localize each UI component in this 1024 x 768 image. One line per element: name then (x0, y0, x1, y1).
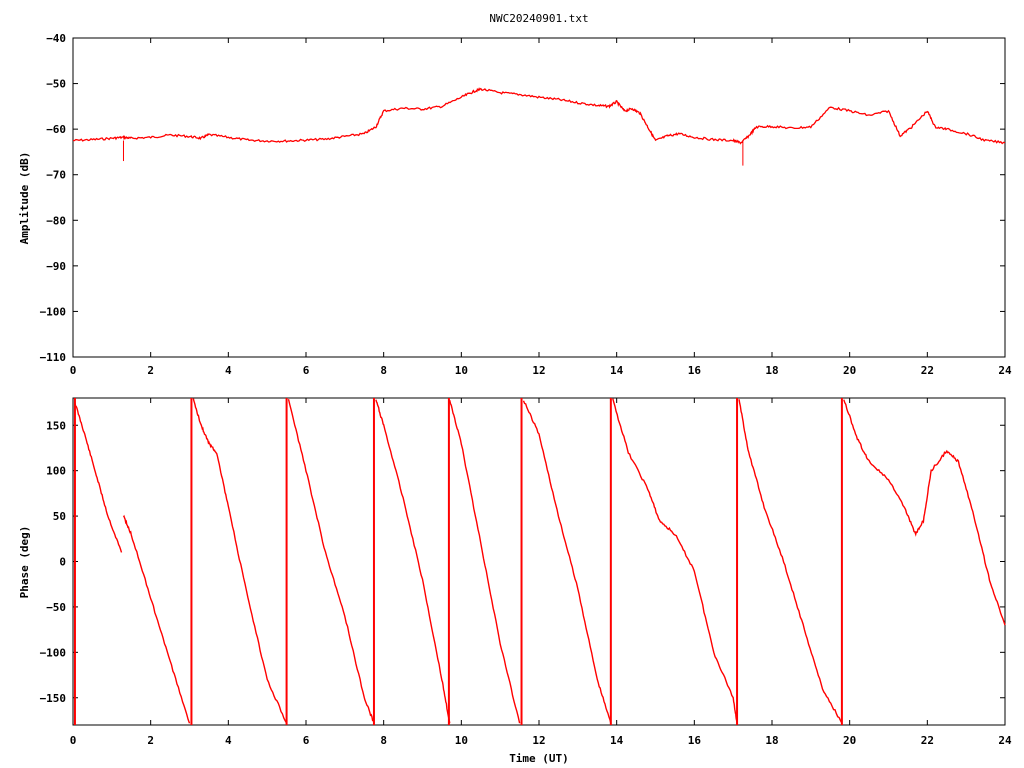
amplitude-x-tick-label: 12 (532, 364, 545, 377)
amplitude-frame (72, 37, 1006, 358)
phase-y-tick-label: 50 (53, 510, 66, 523)
phase-series-segment (843, 399, 1006, 626)
phase-y-tick-label: −100 (40, 646, 67, 659)
phase-x-tick-label: 14 (610, 734, 624, 747)
phase-y-tick-label: 100 (46, 465, 66, 478)
phase-series-segment (612, 398, 738, 724)
phase-series-segment (192, 398, 288, 724)
amplitude-x-tick-label: 14 (610, 364, 624, 377)
amplitude-x-tick-label: 20 (843, 364, 856, 377)
phase-x-tick-label: 10 (455, 734, 468, 747)
amplitude-y-axis-label: Amplitude (dB) (18, 152, 31, 245)
amplitude-y-tick-label: −50 (46, 78, 66, 91)
amplitude-x-tick-label: 8 (380, 364, 387, 377)
phase-x-tick-label: 8 (380, 734, 387, 747)
phase-series-segment (449, 400, 521, 724)
phase-x-tick-label: 6 (303, 734, 310, 747)
amplitude-x-tick-label: 24 (998, 364, 1012, 377)
amplitude-x-tick-label: 0 (70, 364, 77, 377)
phase-y-tick-label: −150 (40, 692, 67, 705)
phase-plot-area: 0 2 4 6 8 10 12 14 16 18 20 22 24−150−100−5005010015… (40, 397, 1012, 747)
amplitude-x-tick-label: 6 (303, 364, 310, 377)
phase-x-tick-label: 20 (843, 734, 856, 747)
phase-y-tick-label: −50 (46, 601, 66, 614)
phase-x-tick-label: 24 (998, 734, 1012, 747)
amplitude-y-tick-label: −100 (40, 305, 67, 318)
phase-panel: 0 2 4 6 8 10 12 14 16 18 20 22 24−150−100−5005010015… (18, 397, 1012, 765)
amplitude-x-tick-label: 2 (147, 364, 154, 377)
amplitude-y-tick-label: −40 (46, 32, 66, 45)
phase-y-tick-label: 150 (46, 419, 66, 432)
amplitude-x-tick-label: 22 (921, 364, 934, 377)
amplitude-x-tick-label: 16 (688, 364, 702, 377)
amplitude-y-tick-label: −90 (46, 260, 66, 273)
phase-series-segment (287, 399, 375, 724)
phase-x-tick-label: 22 (921, 734, 934, 747)
phase-x-tick-label: 4 (225, 734, 232, 747)
amplitude-y-tick-label: −80 (46, 214, 66, 227)
amplitude-x-tick-label: 4 (225, 364, 232, 377)
phase-x-tick-label: 18 (765, 734, 778, 747)
phase-x-tick-label: 0 (70, 734, 77, 747)
phase-series-segment (738, 399, 843, 724)
amplitude-y-tick-label: −70 (46, 169, 66, 182)
phase-x-axis-label: Time (UT) (509, 752, 569, 765)
phase-series-segment (375, 399, 451, 724)
phase-x-tick-label: 12 (532, 734, 545, 747)
phase-x-tick-label: 2 (147, 734, 154, 747)
amplitude-y-tick-label: −60 (46, 123, 66, 136)
phase-series-segment (522, 400, 612, 724)
amplitude-x-tick-label: 10 (455, 364, 468, 377)
amplitude-x-tick-label: 18 (765, 364, 778, 377)
phase-series-segment (74, 402, 123, 553)
phase-y-tick-label: 0 (59, 556, 66, 569)
amplitude-panel: 0 2 4 6 8 10 12 14 16 18 20 22 24−110−100−90−80−70−6… (18, 32, 1012, 377)
phase-series-segment (122, 514, 191, 724)
phase-y-axis-label: Phase (deg) (18, 526, 31, 599)
amplitude-plot-area: 0 2 4 6 8 10 12 14 16 18 20 22 24−110−100−90−80−70−6… (40, 32, 1012, 377)
amplitude-series-line (72, 87, 1006, 145)
phase-x-tick-label: 16 (688, 734, 702, 747)
amplitude-y-tick-label: −110 (40, 351, 67, 364)
chart-title: NWC20240901.txt (489, 12, 588, 25)
